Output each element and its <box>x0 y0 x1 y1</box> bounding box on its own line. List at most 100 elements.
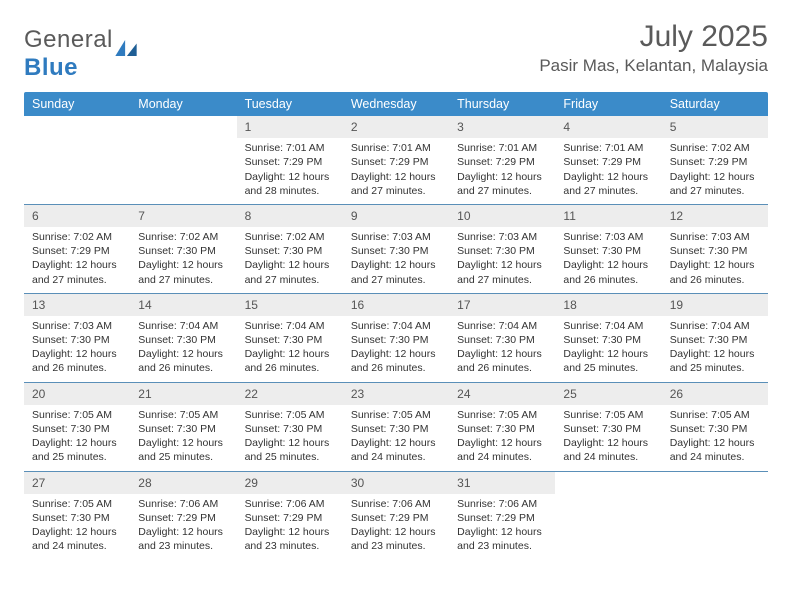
day-cell: 10Sunrise: 7:03 AMSunset: 7:30 PMDayligh… <box>449 205 555 293</box>
day-number: 13 <box>24 294 130 316</box>
day-details: Sunrise: 7:01 AMSunset: 7:29 PMDaylight:… <box>237 138 343 204</box>
location-subtitle: Pasir Mas, Kelantan, Malaysia <box>539 56 768 76</box>
sunrise-text: Sunrise: 7:05 AM <box>351 408 441 422</box>
day-cell: 11Sunrise: 7:03 AMSunset: 7:30 PMDayligh… <box>555 205 661 293</box>
day-details: Sunrise: 7:04 AMSunset: 7:30 PMDaylight:… <box>343 316 449 382</box>
day-cell: 31Sunrise: 7:06 AMSunset: 7:29 PMDayligh… <box>449 472 555 560</box>
day-details: Sunrise: 7:03 AMSunset: 7:30 PMDaylight:… <box>24 316 130 382</box>
empty-cell <box>662 472 768 560</box>
day-number: 20 <box>24 383 130 405</box>
day-number: 26 <box>662 383 768 405</box>
day-header: Sunday <box>24 92 130 116</box>
daylight-text: Daylight: 12 hours and 26 minutes. <box>245 347 335 375</box>
day-number: 9 <box>343 205 449 227</box>
day-cell: 28Sunrise: 7:06 AMSunset: 7:29 PMDayligh… <box>130 472 236 560</box>
daylight-text: Daylight: 12 hours and 25 minutes. <box>32 436 122 464</box>
sunrise-text: Sunrise: 7:03 AM <box>563 230 653 244</box>
empty-cell <box>130 116 236 204</box>
daylight-text: Daylight: 12 hours and 27 minutes. <box>351 170 441 198</box>
sunset-text: Sunset: 7:29 PM <box>138 511 228 525</box>
sunset-text: Sunset: 7:29 PM <box>457 155 547 169</box>
day-header: Friday <box>555 92 661 116</box>
daylight-text: Daylight: 12 hours and 24 minutes. <box>32 525 122 553</box>
sunset-text: Sunset: 7:30 PM <box>670 244 760 258</box>
daylight-text: Daylight: 12 hours and 25 minutes. <box>245 436 335 464</box>
empty-cell <box>24 116 130 204</box>
logo-text: General Blue <box>24 26 113 82</box>
day-details: Sunrise: 7:01 AMSunset: 7:29 PMDaylight:… <box>343 138 449 204</box>
day-details: Sunrise: 7:03 AMSunset: 7:30 PMDaylight:… <box>449 227 555 293</box>
daylight-text: Daylight: 12 hours and 25 minutes. <box>138 436 228 464</box>
daylight-text: Daylight: 12 hours and 28 minutes. <box>245 170 335 198</box>
sunset-text: Sunset: 7:29 PM <box>245 155 335 169</box>
sunset-text: Sunset: 7:30 PM <box>138 244 228 258</box>
day-details: Sunrise: 7:05 AMSunset: 7:30 PMDaylight:… <box>343 405 449 471</box>
day-details: Sunrise: 7:06 AMSunset: 7:29 PMDaylight:… <box>237 494 343 560</box>
daylight-text: Daylight: 12 hours and 25 minutes. <box>670 347 760 375</box>
day-cell: 9 Sunrise: 7:03 AMSunset: 7:30 PMDaylight… <box>343 205 449 293</box>
day-details: Sunrise: 7:05 AMSunset: 7:30 PMDaylight:… <box>449 405 555 471</box>
day-number: 10 <box>449 205 555 227</box>
day-details: Sunrise: 7:02 AMSunset: 7:30 PMDaylight:… <box>237 227 343 293</box>
sunrise-text: Sunrise: 7:03 AM <box>351 230 441 244</box>
day-number: 24 <box>449 383 555 405</box>
day-details: Sunrise: 7:01 AMSunset: 7:29 PMDaylight:… <box>449 138 555 204</box>
day-number: 22 <box>237 383 343 405</box>
day-details: Sunrise: 7:04 AMSunset: 7:30 PMDaylight:… <box>130 316 236 382</box>
day-header: Tuesday <box>237 92 343 116</box>
sunrise-text: Sunrise: 7:02 AM <box>670 141 760 155</box>
sunrise-text: Sunrise: 7:03 AM <box>457 230 547 244</box>
empty-cell <box>555 472 661 560</box>
daylight-text: Daylight: 12 hours and 24 minutes. <box>457 436 547 464</box>
weeks-container: 1Sunrise: 7:01 AMSunset: 7:29 PMDaylight… <box>24 116 768 559</box>
sunset-text: Sunset: 7:29 PM <box>32 244 122 258</box>
sunrise-text: Sunrise: 7:01 AM <box>457 141 547 155</box>
sunrise-text: Sunrise: 7:01 AM <box>563 141 653 155</box>
sunrise-text: Sunrise: 7:04 AM <box>138 319 228 333</box>
sunset-text: Sunset: 7:30 PM <box>670 422 760 436</box>
daylight-text: Daylight: 12 hours and 23 minutes. <box>457 525 547 553</box>
daylight-text: Daylight: 12 hours and 25 minutes. <box>563 347 653 375</box>
day-number: 29 <box>237 472 343 494</box>
sunset-text: Sunset: 7:30 PM <box>351 244 441 258</box>
sunset-text: Sunset: 7:30 PM <box>32 511 122 525</box>
sunset-text: Sunset: 7:30 PM <box>245 244 335 258</box>
day-header: Thursday <box>449 92 555 116</box>
sunrise-text: Sunrise: 7:05 AM <box>32 497 122 511</box>
sunrise-text: Sunrise: 7:06 AM <box>138 497 228 511</box>
day-number: 15 <box>237 294 343 316</box>
daylight-text: Daylight: 12 hours and 26 minutes. <box>670 258 760 286</box>
logo: General Blue <box>24 20 137 82</box>
sunrise-text: Sunrise: 7:02 AM <box>32 230 122 244</box>
day-cell: 5Sunrise: 7:02 AMSunset: 7:29 PMDaylight… <box>662 116 768 204</box>
sunrise-text: Sunrise: 7:01 AM <box>245 141 335 155</box>
daylight-text: Daylight: 12 hours and 27 minutes. <box>32 258 122 286</box>
daylight-text: Daylight: 12 hours and 26 minutes. <box>351 347 441 375</box>
sunset-text: Sunset: 7:30 PM <box>457 244 547 258</box>
day-details: Sunrise: 7:05 AMSunset: 7:30 PMDaylight:… <box>130 405 236 471</box>
daylight-text: Daylight: 12 hours and 27 minutes. <box>457 170 547 198</box>
sunrise-text: Sunrise: 7:04 AM <box>670 319 760 333</box>
logo-text-blue: Blue <box>24 54 78 81</box>
day-header: Saturday <box>662 92 768 116</box>
sunrise-text: Sunrise: 7:04 AM <box>245 319 335 333</box>
sunrise-text: Sunrise: 7:05 AM <box>32 408 122 422</box>
day-cell: 6Sunrise: 7:02 AMSunset: 7:29 PMDaylight… <box>24 205 130 293</box>
day-cell: 24Sunrise: 7:05 AMSunset: 7:30 PMDayligh… <box>449 383 555 471</box>
day-cell: 14Sunrise: 7:04 AMSunset: 7:30 PMDayligh… <box>130 294 236 382</box>
sunset-text: Sunset: 7:30 PM <box>351 333 441 347</box>
day-number: 1 <box>237 116 343 138</box>
day-cell: 16Sunrise: 7:04 AMSunset: 7:30 PMDayligh… <box>343 294 449 382</box>
day-cell: 13Sunrise: 7:03 AMSunset: 7:30 PMDayligh… <box>24 294 130 382</box>
day-cell: 15Sunrise: 7:04 AMSunset: 7:30 PMDayligh… <box>237 294 343 382</box>
day-details: Sunrise: 7:03 AMSunset: 7:30 PMDaylight:… <box>555 227 661 293</box>
daylight-text: Daylight: 12 hours and 27 minutes. <box>351 258 441 286</box>
calendar-week: 13Sunrise: 7:03 AMSunset: 7:30 PMDayligh… <box>24 294 768 383</box>
day-cell: 8Sunrise: 7:02 AMSunset: 7:30 PMDaylight… <box>237 205 343 293</box>
daylight-text: Daylight: 12 hours and 26 minutes. <box>32 347 122 375</box>
sunset-text: Sunset: 7:30 PM <box>563 244 653 258</box>
sunrise-text: Sunrise: 7:05 AM <box>457 408 547 422</box>
sunrise-text: Sunrise: 7:06 AM <box>245 497 335 511</box>
day-cell: 2Sunrise: 7:01 AMSunset: 7:29 PMDaylight… <box>343 116 449 204</box>
day-header: Wednesday <box>343 92 449 116</box>
